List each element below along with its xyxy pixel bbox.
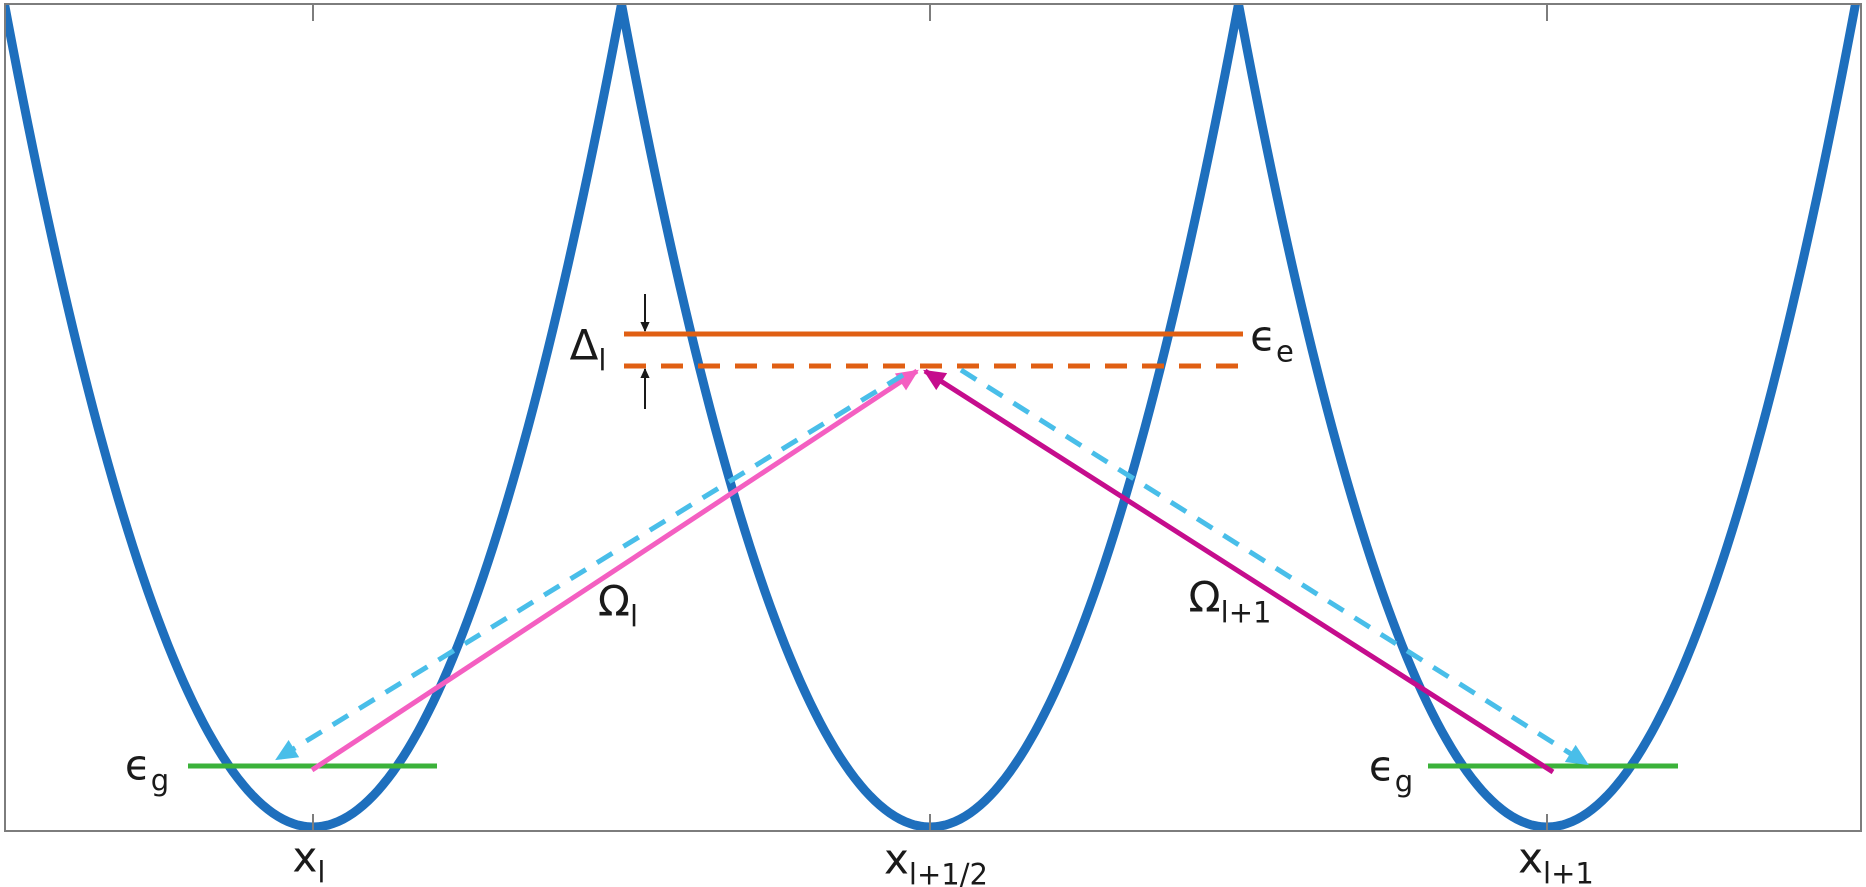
axis-label-x-l-plus-half: xl+1/2 [884,838,988,887]
axis-label-x-l-sub: l [317,855,326,887]
label-delta-l-sub: l [598,343,607,378]
label-omega-l: Ωl [598,580,639,634]
label-omega-l-main: Ω [597,576,631,626]
label-epsilon-e: ϵe [1250,315,1294,369]
axis-label-x-l-plus-1: xl+1 [1518,837,1594,887]
label-epsilon-g-left-sub: g [150,763,170,798]
label-epsilon-g-right-main: ϵ [1368,741,1395,791]
label-epsilon-e-sub: e [1276,334,1294,369]
label-omega-l-sub: l [630,599,639,634]
label-delta-l: Δl [570,324,607,378]
label-omega-l-plus-1-sub: l+1 [1220,595,1272,630]
label-delta-l-main: Δ [569,320,599,370]
label-epsilon-g-left: ϵg [125,744,170,798]
axis-label-x-l: xl [293,836,326,887]
axis-label-x-l-plus-half-sub: l+1/2 [908,857,988,887]
label-omega-l-plus-1-main: Ω [1188,572,1221,622]
axis-label-x-l-plus-1-main: x [1518,833,1544,883]
label-epsilon-g-right-sub: g [1394,764,1414,799]
label-omega-l-plus-1: Ωl+1 [1189,576,1272,630]
axis-label-x-l-main: x [292,832,318,882]
label-epsilon-g-left-main: ϵ [124,740,151,790]
label-epsilon-e-main: ϵ [1250,311,1276,361]
label-epsilon-g-right: ϵg [1369,745,1414,799]
axis-label-x-l-plus-half-main: x [884,834,909,884]
axis-label-x-l-plus-1-sub: l+1 [1543,856,1594,887]
